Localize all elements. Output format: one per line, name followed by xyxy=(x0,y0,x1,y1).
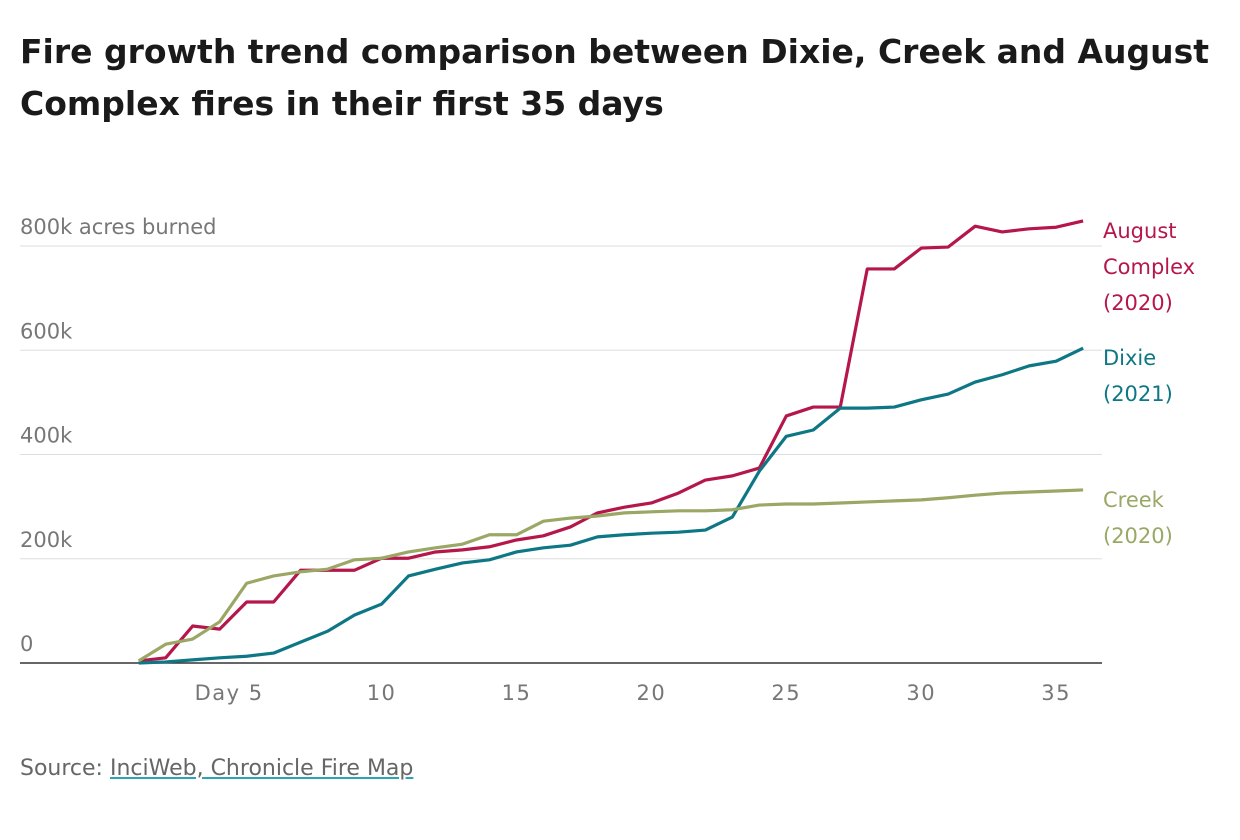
x-tick-label: Day 5 xyxy=(195,681,264,705)
y-tick-label: 0 xyxy=(20,632,33,656)
series-label: Dixie (2021) xyxy=(1103,346,1173,407)
series-label: Creek (2020) xyxy=(1103,487,1173,548)
source-label: Source: xyxy=(20,756,103,781)
x-tick-label: 15 xyxy=(502,681,532,705)
y-tick-label: 400k xyxy=(20,424,73,448)
x-tick-label: 30 xyxy=(906,681,936,705)
chart-title: Fire growth trend comparison between Dix… xyxy=(20,32,1210,123)
x-tick-label: 35 xyxy=(1041,681,1071,705)
y-tick-label: 600k xyxy=(20,319,73,343)
x-tick-label: 10 xyxy=(367,681,397,705)
y-tick-label: 200k xyxy=(20,528,73,552)
source-link[interactable]: InciWeb, Chronicle Fire Map xyxy=(109,756,414,781)
y-tick-label: 800k acres burned xyxy=(20,215,217,239)
series-line xyxy=(137,488,1084,663)
series-label: August Complex (2020) xyxy=(1103,218,1196,315)
x-tick-label: 25 xyxy=(771,681,801,705)
series-line xyxy=(138,219,1084,663)
series-line xyxy=(138,346,1084,665)
source: Source: InciWeb, Chronicle Fire Map xyxy=(20,756,413,781)
x-tick-label: 20 xyxy=(637,681,667,705)
